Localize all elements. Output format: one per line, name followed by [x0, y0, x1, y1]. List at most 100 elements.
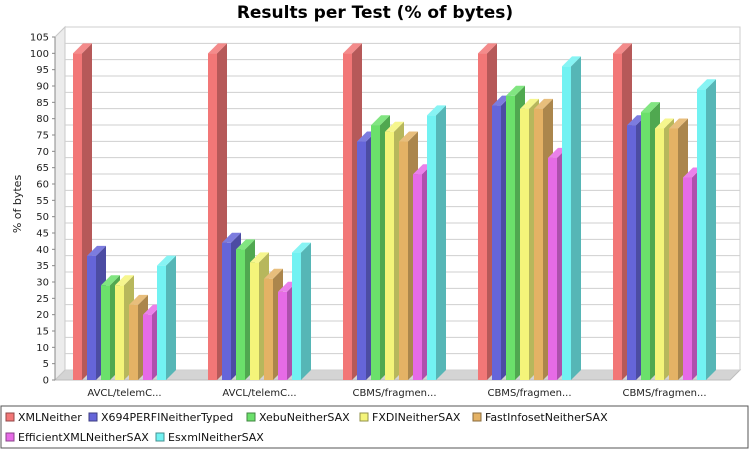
y-axis-label: % of bytes — [11, 175, 24, 234]
bar-top — [399, 131, 418, 142]
legend-item: XMLNeither — [5, 411, 82, 424]
x-category-label: AVCL/telemC... — [222, 388, 296, 399]
bar-top — [562, 56, 581, 67]
bar-top — [236, 239, 255, 250]
y-tick-label: 10 — [36, 343, 49, 354]
y-tick-label: 100 — [30, 49, 49, 60]
y-tick-label: 0 — [43, 376, 49, 387]
bar-top — [697, 79, 716, 90]
y-tick-label: 60 — [36, 180, 49, 191]
bar-front — [385, 131, 394, 380]
bar-side — [571, 56, 581, 381]
bar-front — [413, 174, 422, 380]
bar-top — [208, 43, 227, 54]
legend-swatch — [5, 432, 15, 442]
bar-front — [506, 95, 515, 381]
bar-front — [73, 53, 82, 380]
bar-front — [520, 108, 529, 380]
bar-front — [641, 112, 650, 380]
bar-front — [236, 249, 245, 380]
legend-label: FastInfosetNeitherSAX — [485, 411, 608, 424]
bar-top — [613, 43, 632, 54]
bar-top — [520, 98, 539, 109]
bar-front — [683, 177, 692, 380]
bar-top — [73, 43, 92, 54]
bar-front — [371, 125, 380, 380]
x-category-label: CBMS/fragmen... — [352, 388, 436, 399]
bar-front — [101, 285, 110, 380]
bar-top — [250, 252, 269, 263]
bar — [562, 56, 581, 381]
legend-item: X694PERFINeitherTyped — [88, 411, 233, 424]
bar-top — [641, 102, 660, 113]
bar-front — [208, 53, 217, 380]
bar-front — [129, 304, 138, 380]
bar-front — [669, 128, 678, 380]
bar-front — [548, 157, 557, 380]
bar-front — [627, 125, 636, 380]
y-axis-ticks: 0 5 10 15 20 25 30 35 40 45 50 55 60 65 70 75 80 85 90 95 10… — [30, 33, 56, 387]
legend-swatch — [246, 412, 256, 422]
y-tick-label: 45 — [36, 229, 49, 240]
bar-top — [129, 294, 148, 305]
y-tick-label: 55 — [36, 196, 49, 207]
bar-front — [492, 105, 501, 380]
bar-top — [427, 105, 446, 116]
y-tick-label: 85 — [36, 98, 49, 109]
bar-top — [264, 268, 283, 279]
bar-front — [157, 265, 166, 380]
bar-front — [87, 255, 96, 380]
bar-top — [478, 43, 497, 54]
y-tick-label: 30 — [36, 278, 49, 289]
legend-swatch — [155, 432, 165, 442]
x-category-label: CBMS/fragmen... — [622, 388, 706, 399]
bar-top — [292, 242, 311, 253]
bar-top — [534, 98, 553, 109]
bar-front — [357, 141, 366, 380]
y-tick-label: 105 — [30, 33, 49, 44]
bar-top — [655, 118, 674, 129]
legend-label: XebuNeitherSAX — [259, 411, 350, 424]
bars — [73, 43, 716, 381]
bar-front — [292, 252, 301, 380]
bar-front — [278, 291, 287, 380]
bar-side — [301, 242, 311, 380]
bar-top — [669, 118, 688, 129]
bar-top — [222, 232, 241, 243]
legend-box — [0, 405, 749, 449]
bar-top — [385, 121, 404, 132]
y-tick-label: 80 — [36, 114, 49, 125]
bar-front — [115, 285, 124, 380]
x-axis-categories: AVCL/telemC... AVCL/telemC... CBMS/fragmen… — [87, 388, 706, 399]
chart-title: Results per Test (% of bytes) — [237, 3, 513, 23]
bar-front — [562, 66, 571, 381]
bar-front — [399, 141, 408, 380]
legend-item: EfficientXMLNeitherSAX — [5, 431, 149, 444]
bar-side — [706, 79, 716, 381]
bar-top — [506, 85, 525, 96]
plot-side-wall — [54, 25, 66, 382]
y-tick-label: 40 — [36, 245, 49, 256]
bar-top — [115, 275, 134, 286]
legend: XMLNeither X694PERFINeitherTyped XebuNeith… — [0, 405, 749, 449]
bar-front — [427, 115, 436, 381]
y-tick-label: 20 — [36, 310, 49, 321]
bar-front — [250, 262, 259, 380]
y-tick-label: 15 — [36, 327, 49, 338]
legend-item: FXDINeitherSAX — [359, 411, 461, 424]
y-tick-label: 35 — [36, 261, 49, 272]
legend-label: X694PERFINeitherTyped — [101, 411, 233, 424]
bar-front — [222, 242, 231, 380]
bar-front — [478, 53, 487, 380]
bar-top — [371, 115, 390, 126]
bar-top — [101, 275, 120, 286]
y-tick-label: 5 — [43, 359, 49, 370]
legend-swatch — [5, 412, 15, 422]
bar-front — [613, 53, 622, 380]
legend-swatch — [88, 412, 98, 422]
bar-top — [343, 43, 362, 54]
x-category-label: AVCL/telemC... — [87, 388, 161, 399]
legend-item: FastInfosetNeitherSAX — [472, 411, 608, 424]
bar — [697, 79, 716, 381]
legend-label: EfficientXMLNeitherSAX — [18, 431, 149, 444]
